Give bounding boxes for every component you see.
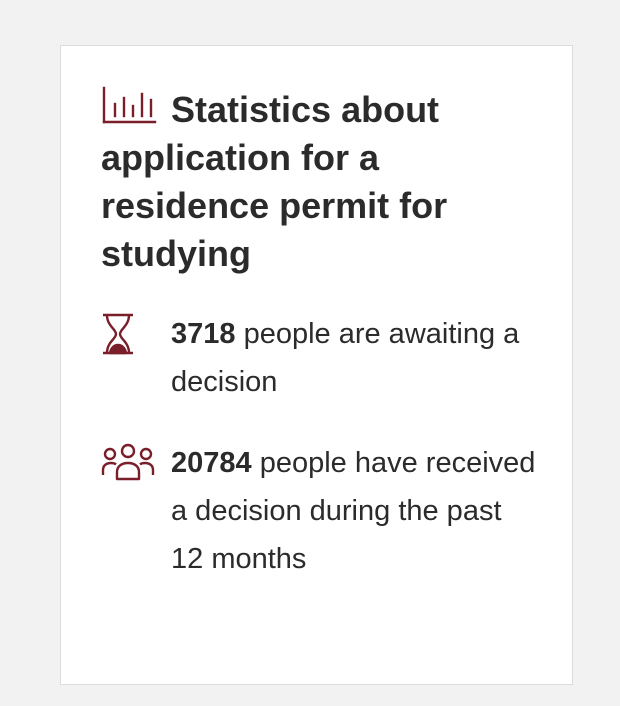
awaiting-count: 3718: [171, 318, 236, 350]
bar-chart-icon: [101, 86, 157, 126]
received-label: people have received a decision during t…: [171, 447, 536, 575]
stat-received-text: 20784 people have received a decision du…: [171, 439, 541, 583]
statistics-card: Statistics about application for a resid…: [60, 45, 573, 685]
statistics-title: Statistics about application for a resid…: [101, 89, 448, 274]
stat-awaiting-decision: 3718 people are awaiting a decision: [101, 310, 541, 406]
stat-received-decision: 20784 people have received a decision du…: [101, 439, 541, 583]
received-count: 20784: [171, 447, 252, 479]
hourglass-icon: [101, 310, 155, 358]
awaiting-label: people are awaiting a decision: [171, 318, 520, 398]
stat-awaiting-text: 3718 people are awaiting a decision: [171, 310, 541, 406]
statistics-heading: Statistics about application for a resid…: [101, 86, 541, 278]
people-group-icon: [101, 439, 155, 487]
